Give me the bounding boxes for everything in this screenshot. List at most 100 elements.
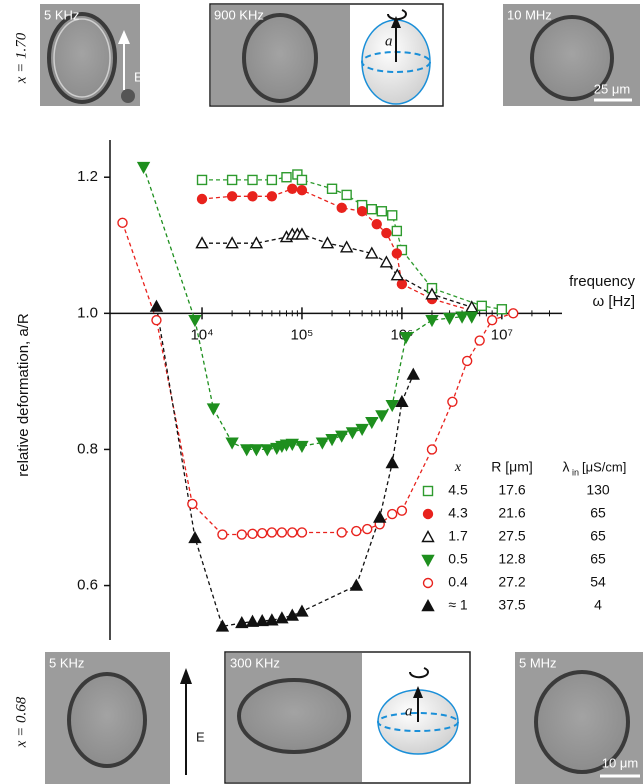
- marker: [387, 210, 398, 221]
- marker: [385, 400, 399, 413]
- cell: [530, 15, 614, 101]
- cell: [47, 12, 117, 104]
- marker: [149, 299, 164, 312]
- y-tick-label: 0.6: [77, 577, 98, 594]
- fit-line: [121, 222, 514, 536]
- marker: [295, 227, 309, 240]
- marker: [422, 577, 434, 589]
- marker: [265, 613, 279, 626]
- image-label: 300 KHz: [230, 655, 280, 670]
- fit-line: [142, 166, 472, 451]
- marker: [240, 444, 254, 457]
- marker: [187, 498, 198, 510]
- marker: [206, 403, 221, 416]
- marker: [266, 191, 278, 202]
- legend-header: λ: [563, 459, 570, 475]
- fit-line: [202, 173, 502, 310]
- marker: [442, 312, 457, 326]
- marker: [351, 525, 362, 537]
- marker: [336, 202, 347, 214]
- marker: [421, 554, 435, 567]
- legend-header: R [μm]: [491, 459, 533, 475]
- legend-label: 0.4: [448, 574, 468, 590]
- marker: [151, 314, 162, 326]
- marker: [281, 172, 292, 183]
- marker: [390, 268, 405, 281]
- marker: [287, 183, 298, 194]
- marker: [425, 287, 439, 300]
- marker: [188, 314, 202, 328]
- marker: [465, 311, 479, 324]
- marker: [421, 530, 435, 543]
- marker: [396, 505, 408, 516]
- marker: [196, 174, 208, 186]
- marker: [426, 444, 438, 455]
- legend-header: x: [454, 460, 462, 475]
- image-label: 5 KHz: [44, 7, 79, 22]
- legend-r: 17.6: [498, 482, 525, 498]
- legend-header: in: [572, 467, 579, 477]
- legend-header: [μS/cm]: [582, 459, 626, 474]
- row-label: x = 0.68: [13, 696, 29, 748]
- image-label: 900 KHz: [214, 7, 264, 22]
- marker: [266, 527, 278, 538]
- marker: [117, 217, 128, 229]
- x-axis-label: frequency: [569, 273, 635, 290]
- marker: [296, 527, 308, 538]
- marker: [387, 508, 398, 520]
- marker: [335, 430, 349, 443]
- marker: [255, 613, 269, 627]
- marker: [249, 236, 264, 249]
- cell: [237, 678, 351, 754]
- marker: [215, 619, 230, 632]
- cell: [242, 13, 318, 103]
- marker: [235, 616, 249, 629]
- marker: [236, 529, 247, 540]
- marker: [362, 523, 373, 535]
- marker: [295, 604, 309, 617]
- top-panels: x = 1.70 5 KHz E 900 KHz a 10 MHz 25 μm: [13, 3, 640, 107]
- marker: [336, 527, 347, 538]
- image-label: 10 MHz: [507, 7, 552, 22]
- cell: [534, 670, 630, 774]
- marker: [247, 528, 258, 540]
- legend-lambda: 65: [590, 528, 606, 544]
- axis-arrow-head: [413, 686, 423, 698]
- legend-label: ≈ 1: [448, 597, 468, 613]
- field-arrow-head: [180, 668, 192, 684]
- legend-label: 1.7: [448, 528, 468, 544]
- legend-r: 27.5: [498, 528, 525, 544]
- marker: [476, 300, 487, 312]
- marker: [295, 440, 309, 453]
- x-tick-label: 10⁴: [190, 326, 213, 343]
- legend-lambda: 54: [590, 574, 606, 590]
- fit-line: [155, 306, 414, 628]
- cell: [67, 672, 147, 768]
- marker: [245, 614, 260, 627]
- equator: [377, 712, 459, 732]
- marker: [285, 608, 299, 621]
- cell-halo: [53, 18, 111, 98]
- marker: [461, 355, 473, 367]
- marker: [355, 423, 369, 436]
- legend-r: 37.5: [498, 597, 525, 613]
- marker: [247, 191, 258, 202]
- marker: [422, 485, 434, 497]
- x-axis-unit: ω [Hz]: [592, 293, 635, 310]
- x-tick-label: 10⁵: [291, 326, 314, 343]
- y-tick-label: 0.8: [77, 440, 98, 457]
- marker: [391, 248, 403, 259]
- marker: [325, 434, 339, 447]
- marker: [249, 444, 264, 457]
- marker: [136, 161, 151, 174]
- particle: [121, 89, 135, 103]
- marker: [385, 456, 399, 469]
- marker: [391, 225, 403, 237]
- marker: [296, 184, 308, 196]
- marker: [341, 189, 352, 201]
- marker: [225, 236, 239, 249]
- y-tick-label: 1.0: [77, 304, 98, 321]
- marker: [260, 444, 274, 457]
- marker: [195, 236, 209, 249]
